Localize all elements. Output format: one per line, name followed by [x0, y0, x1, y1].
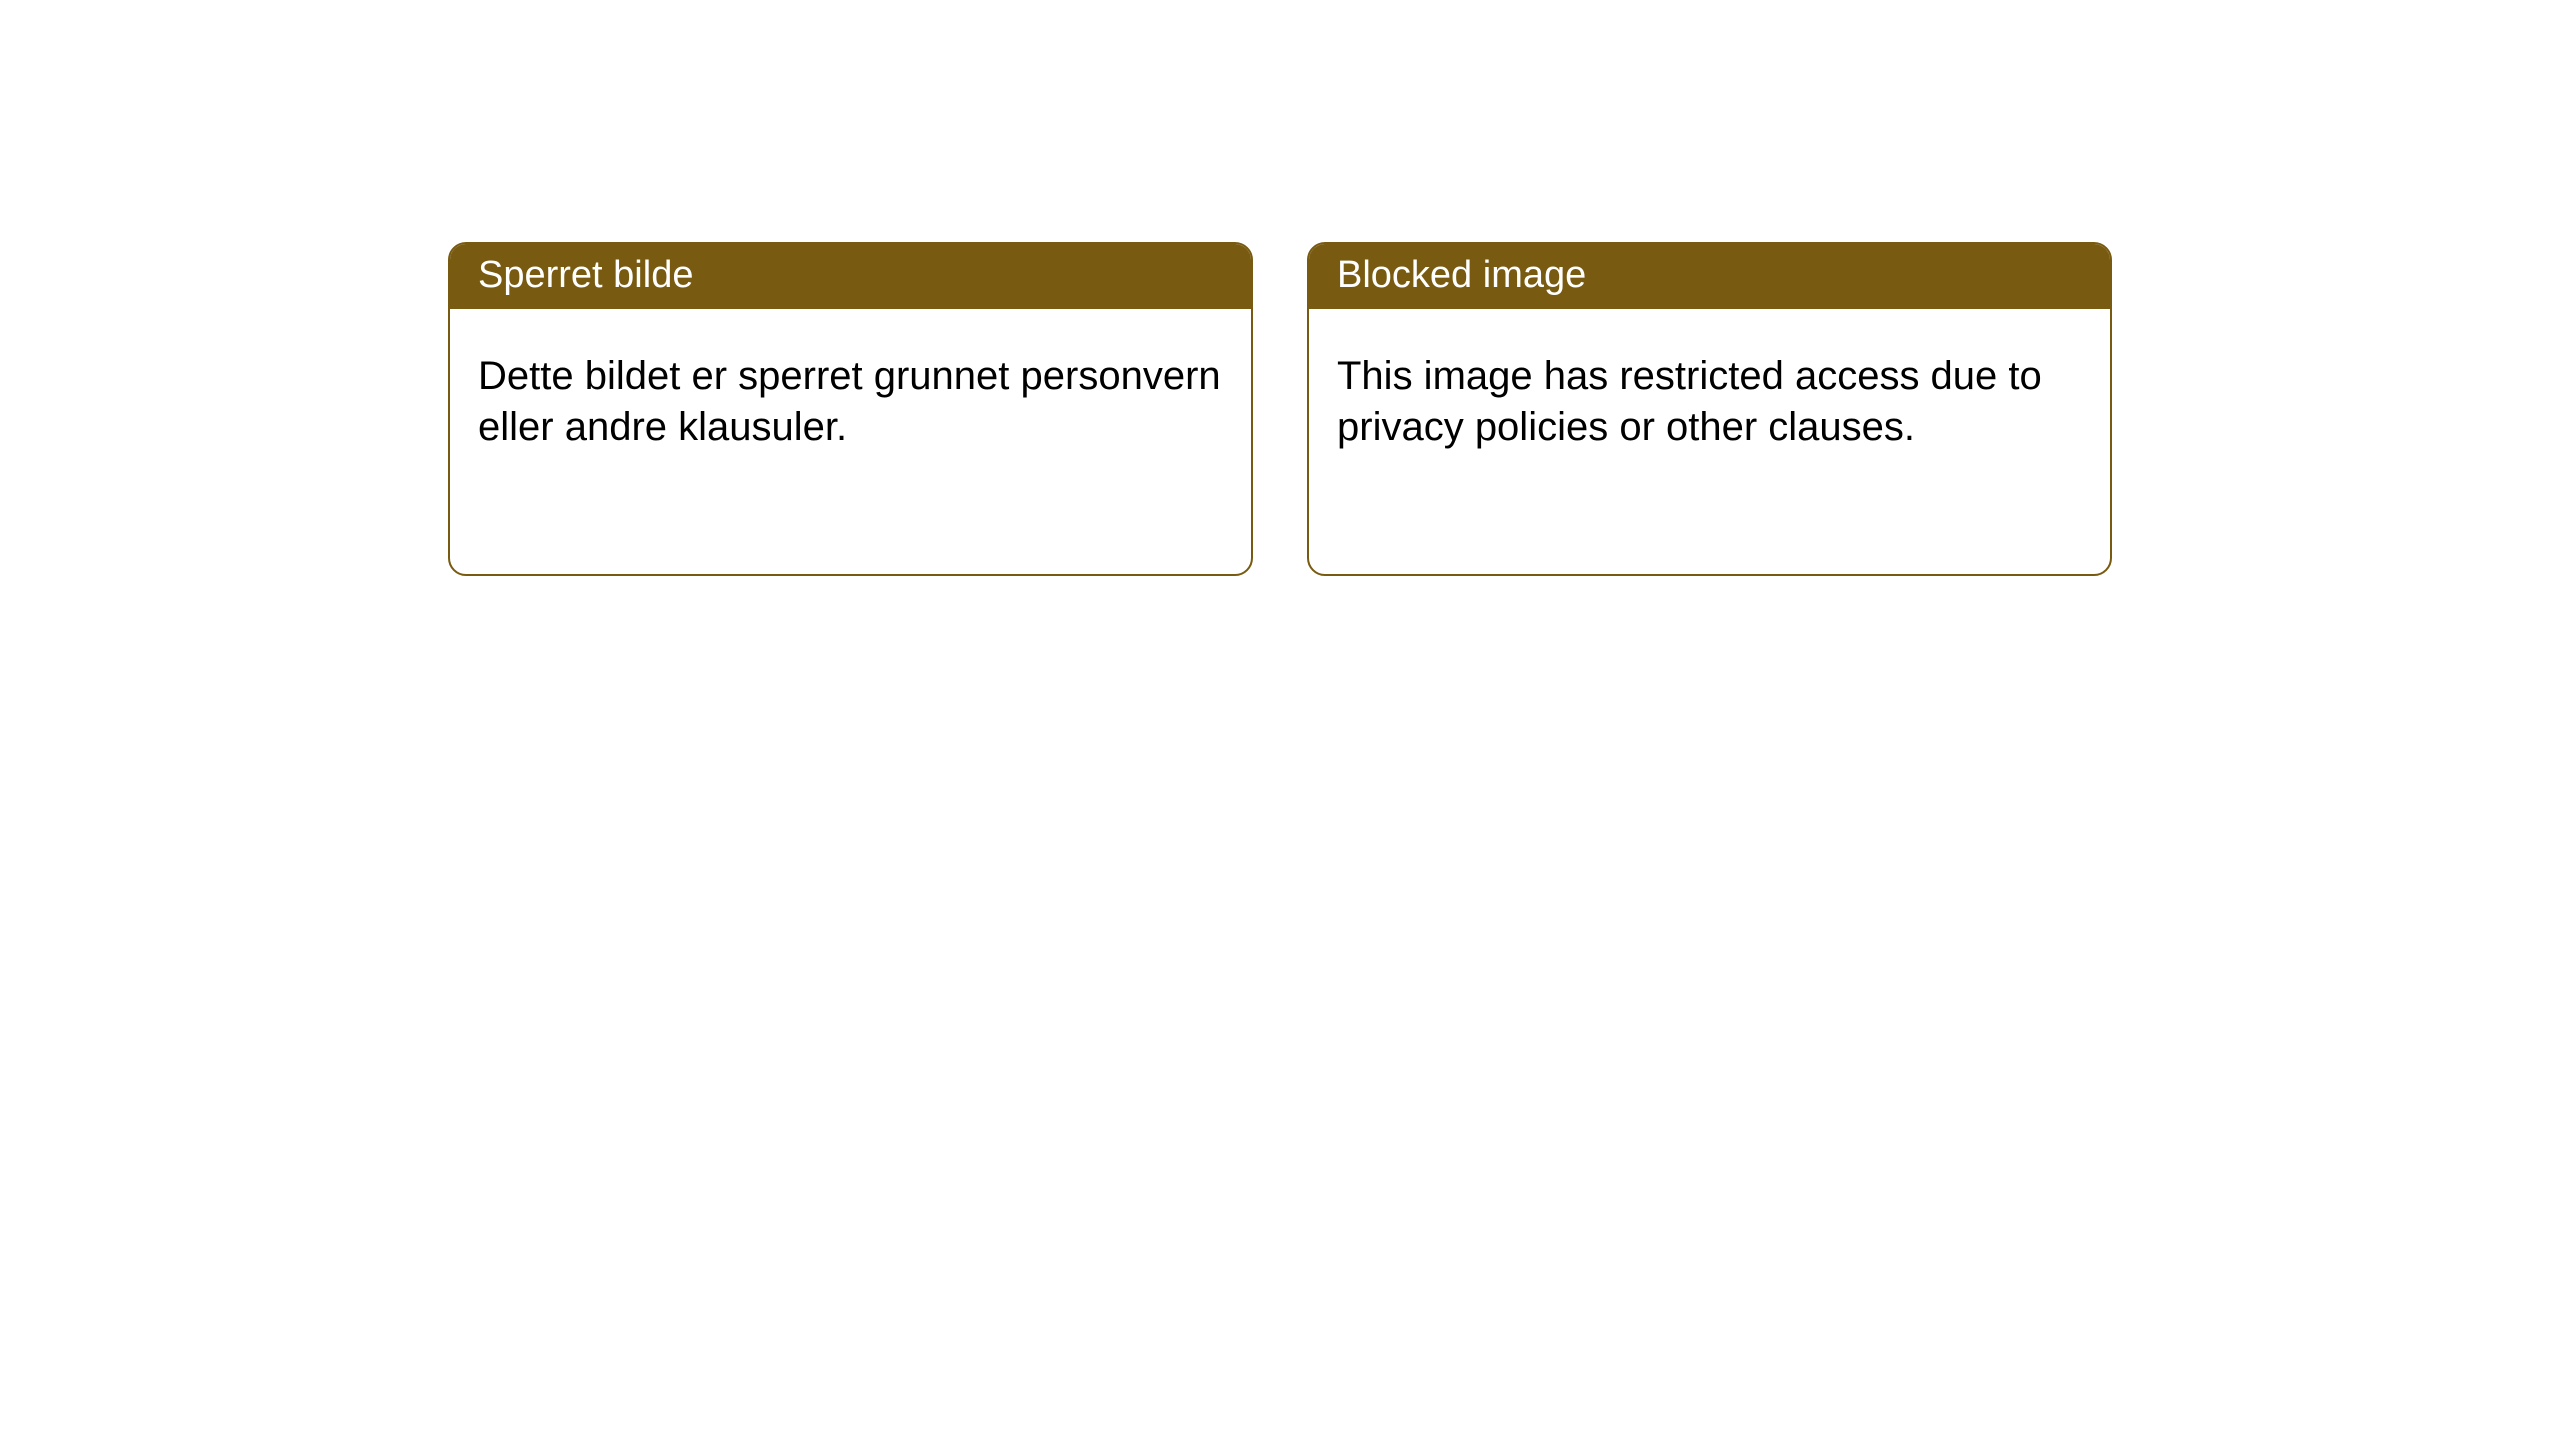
- card-body-text: Dette bildet er sperret grunnet personve…: [478, 354, 1221, 449]
- notice-card-english: Blocked image This image has restricted …: [1307, 242, 2112, 576]
- card-body: This image has restricted access due to …: [1309, 309, 2110, 481]
- card-header-text: Blocked image: [1337, 254, 1586, 296]
- notice-container: Sperret bilde Dette bildet er sperret gr…: [0, 0, 2560, 576]
- card-header: Sperret bilde: [450, 244, 1251, 309]
- card-header-text: Sperret bilde: [478, 254, 693, 296]
- card-header: Blocked image: [1309, 244, 2110, 309]
- card-body-text: This image has restricted access due to …: [1337, 354, 2042, 449]
- card-body: Dette bildet er sperret grunnet personve…: [450, 309, 1251, 481]
- notice-card-norwegian: Sperret bilde Dette bildet er sperret gr…: [448, 242, 1253, 576]
